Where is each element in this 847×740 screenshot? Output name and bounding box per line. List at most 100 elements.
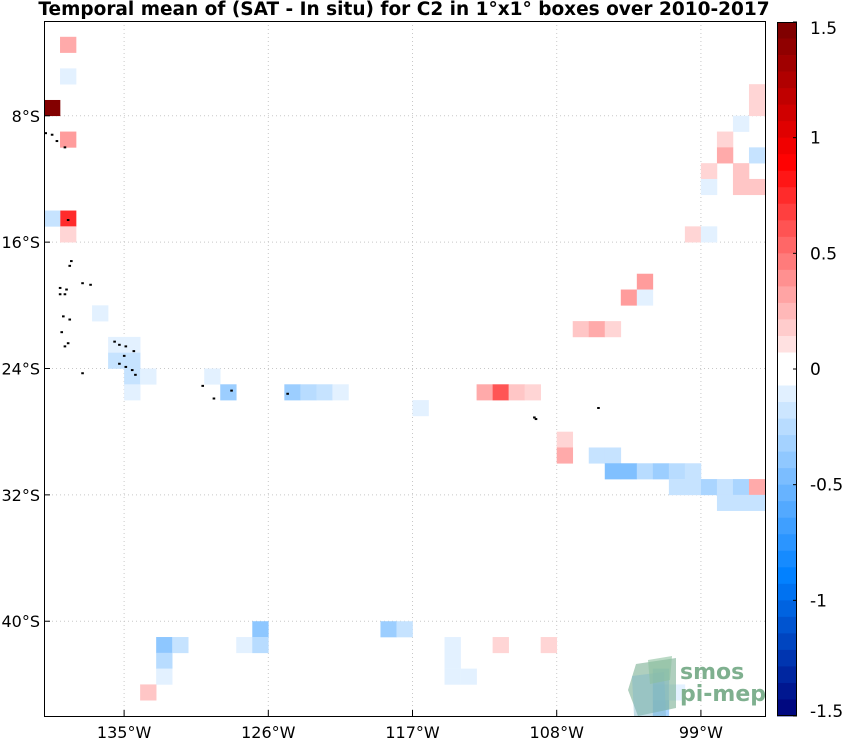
- island-mark: [63, 146, 67, 149]
- heatmap-cell: [92, 305, 109, 322]
- colorbar-swatch: [777, 352, 797, 370]
- x-tick-label: 117°W: [385, 723, 440, 740]
- colorbar-swatch: [777, 236, 797, 254]
- logo-text-line1: smos: [680, 660, 744, 685]
- heatmap-cell: [652, 463, 670, 480]
- island-mark: [533, 416, 536, 419]
- heatmap-cell: [108, 336, 125, 354]
- heatmap-cell: [684, 479, 702, 496]
- y-tick-label: 8°S: [12, 107, 40, 126]
- heatmap-cell: [124, 384, 141, 401]
- heatmap-cell: [700, 479, 718, 496]
- heatmap-cell: [748, 147, 766, 164]
- colorbar-swatch: [777, 550, 797, 568]
- island-mark: [534, 418, 538, 421]
- colorbar-tick-label: 1.5: [810, 19, 837, 39]
- island-mark: [81, 282, 84, 285]
- heatmap-cell: [716, 479, 734, 496]
- heatmap-cell: [236, 637, 253, 654]
- heatmap-cells: [44, 36, 766, 717]
- heatmap-cell: [300, 384, 317, 401]
- island-mark: [212, 397, 216, 400]
- colorbar-swatch: [777, 501, 797, 519]
- heatmap-cell: [732, 178, 750, 196]
- colorbar-tick-label: 1: [810, 129, 821, 149]
- colorbar-swatch: [777, 402, 797, 419]
- colorbar-swatch: [777, 567, 797, 585]
- colorbar-swatch: [777, 121, 797, 139]
- colorbar-swatch: [777, 38, 797, 56]
- colorbar-swatch: [777, 88, 797, 106]
- colorbar-tick-label: -1: [810, 591, 827, 611]
- colorbar-swatch: [777, 484, 797, 502]
- heatmap-cell: [684, 463, 702, 480]
- colorbar-tick-label: -1.5: [810, 702, 843, 722]
- colorbar-swatch: [777, 583, 797, 601]
- island-mark: [65, 288, 68, 291]
- island-mark: [68, 318, 72, 321]
- y-tick-label: 16°S: [1, 233, 40, 252]
- heatmap-cell: [748, 494, 766, 511]
- heatmap-cell: [732, 163, 750, 180]
- heatmap-cell: [620, 463, 638, 480]
- heatmap-cell: [620, 289, 638, 306]
- heatmap-cell: [700, 226, 718, 243]
- heatmap-cell: [444, 668, 461, 685]
- colorbar-swatch: [777, 517, 797, 535]
- heatmap-cell: [748, 178, 766, 196]
- heatmap-cell: [140, 368, 157, 385]
- island-mark: [68, 264, 72, 267]
- heatmap-cell: [636, 273, 654, 290]
- colorbar-swatch: [777, 187, 797, 205]
- colorbar-swatch: [777, 468, 797, 486]
- heatmap-cell: [700, 178, 718, 196]
- heatmap-cell: [636, 289, 654, 306]
- colorbar-swatch: [777, 253, 797, 271]
- heatmap-cell: [668, 479, 686, 496]
- island-mark: [124, 365, 128, 368]
- heatmap-cell: [316, 384, 333, 401]
- logo-text-line2: pi-mep: [680, 682, 766, 707]
- island-mark: [230, 389, 233, 392]
- colorbar: 1.5 1 0.5 0 -0.5 -1 -1.5: [777, 19, 843, 722]
- heatmap-cell: [396, 621, 413, 638]
- heatmap-cell: [44, 99, 61, 117]
- x-tick-label: 108°W: [530, 723, 585, 740]
- island-mark: [130, 369, 134, 372]
- heatmap-cell: [636, 463, 654, 480]
- y-tick-label: 32°S: [1, 486, 40, 505]
- heatmap-cell: [508, 384, 525, 401]
- heatmap-cell: [460, 668, 477, 685]
- island-mark: [58, 286, 62, 289]
- island-mark: [50, 133, 54, 136]
- colorbar-swatch: [777, 418, 797, 436]
- island-mark: [118, 362, 121, 365]
- heatmap-cell: [732, 479, 750, 496]
- heatmap-cell: [732, 494, 750, 511]
- heatmap-cell: [444, 637, 461, 654]
- heatmap-cell: [380, 621, 397, 638]
- colorbar-swatch: [777, 369, 797, 386]
- heatmap-cell: [44, 210, 61, 227]
- heatmap-cell: [588, 321, 606, 338]
- heatmap-cell: [524, 384, 541, 401]
- heatmap-cell: [700, 163, 718, 180]
- colorbar-swatch: [777, 649, 797, 667]
- colorbar-swatch: [777, 600, 797, 618]
- x-tick-label: 99°W: [679, 723, 723, 740]
- heatmap-cell: [60, 210, 77, 227]
- heatmap-cell: [604, 463, 622, 480]
- x-axis-ticks: 135°W 126°W 117°W 108°W 99°W: [97, 710, 723, 740]
- colorbar-swatch: [777, 104, 797, 122]
- x-tick-label: 126°W: [241, 723, 296, 740]
- island-mark: [66, 219, 70, 222]
- heatmap-cell: [588, 447, 606, 464]
- island-mark: [597, 406, 600, 409]
- colorbar-swatch: [777, 682, 797, 700]
- colorbar-swatch: [777, 302, 797, 320]
- chart-title: Temporal mean of (SAT - In situ) for C2 …: [38, 0, 770, 20]
- heatmap-cell: [156, 652, 173, 669]
- heatmap-cell: [124, 352, 141, 369]
- island-mark: [132, 350, 136, 353]
